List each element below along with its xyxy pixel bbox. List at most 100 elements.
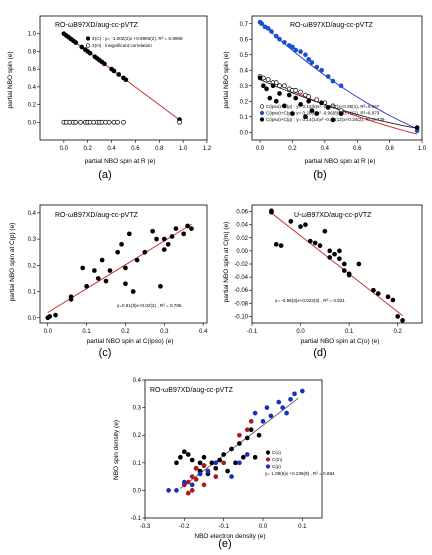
data-point (395, 314, 401, 319)
y-tick-label: 0.8 (28, 49, 37, 55)
data-point (270, 83, 276, 89)
x-axis-label: partial NBO spin at R (e) (305, 158, 376, 165)
data-point (229, 446, 234, 452)
x-tick-label: 1.0 (418, 146, 427, 152)
data-point (161, 236, 167, 242)
data-point (185, 452, 191, 457)
data-point (260, 83, 266, 89)
data-point (73, 40, 79, 45)
y-tick-label: 0.6 (28, 67, 37, 73)
data-point (309, 108, 315, 113)
data-point (290, 111, 295, 117)
data-point (282, 39, 287, 45)
data-point (79, 44, 85, 50)
data-point (332, 251, 337, 257)
y-tick-label: 0.5 (240, 53, 249, 59)
data-point (306, 94, 312, 99)
data-point (84, 283, 89, 289)
y-axis-label: partial NBO spin at C(m) (e) (223, 222, 230, 303)
y-tick-label: 0.0 (28, 120, 37, 126)
data-point (278, 243, 284, 248)
y-tick-label: 0.0 (28, 316, 37, 322)
data-point (284, 410, 289, 416)
data-point (197, 471, 203, 477)
data-point (338, 83, 344, 89)
x-tick-label: 0.1 (298, 524, 307, 530)
data-point (177, 119, 182, 125)
data-point (201, 454, 207, 460)
y-tick-label: 0.02 (236, 236, 248, 242)
data-point (244, 435, 250, 441)
data-point (173, 226, 179, 231)
x-axis-label: partial NBO spin at C(o) (e) (301, 338, 380, 345)
data-point (123, 77, 129, 83)
data-point (303, 52, 308, 58)
data-point (346, 272, 352, 278)
plot-area (257, 19, 420, 135)
data-point (181, 479, 187, 485)
data-point (103, 278, 109, 284)
legend-entry: Σ(C) : y= -1.002(2)x +0.9993(2), R² = 0.… (92, 36, 183, 41)
data-point (317, 243, 323, 248)
data-point (185, 223, 190, 229)
panel-title: RO-ωB97XD/aug-cc-pVTZ (55, 212, 139, 219)
x-tick-label: 1.0 (179, 146, 188, 152)
data-point (307, 238, 313, 244)
data-point (298, 89, 303, 95)
y-tick-label: 0.0 (133, 488, 142, 494)
fit-line (271, 212, 403, 317)
fit-curve (259, 76, 418, 135)
legend-marker (259, 110, 265, 116)
data-point (158, 283, 163, 289)
y-tick-label: 0.3 (133, 406, 142, 412)
data-point (330, 117, 336, 123)
y-tick-label: 0.4 (28, 85, 37, 91)
data-point (277, 91, 282, 96)
panel-label: (c) (99, 347, 112, 359)
legend-entry: C(ipso)+C(p) : y= 0.12(6)x² -0.50(7)x+0.… (266, 104, 380, 109)
data-point (102, 61, 107, 67)
y-tick-label: -0.06 (234, 288, 248, 294)
plot-area (166, 388, 305, 496)
data-point (257, 75, 263, 81)
plot-frame (39, 15, 208, 141)
data-point (293, 88, 299, 93)
data-point (233, 460, 238, 466)
data-point (123, 281, 128, 287)
data-point (119, 241, 124, 247)
data-point (87, 50, 93, 56)
data-point (130, 289, 136, 294)
y-tick-label: 0.2 (28, 103, 37, 109)
panel-c: 0.0 0.1 0.2 0.3 0.4 0.0 0.1 0.2 0.3 0.4 RO-ωB97XD/… (9, 204, 208, 359)
data-point (121, 119, 126, 125)
data-point (290, 44, 295, 50)
legend-entry: Σ(H) : insignificant correlation (92, 43, 152, 48)
data-point (277, 36, 282, 42)
x-tick-label: -0.1 (247, 329, 258, 335)
data-point (252, 454, 258, 460)
plot-area (61, 31, 182, 125)
data-point (115, 119, 120, 125)
legend-marker (265, 450, 271, 455)
legend-entry: C(m) (272, 457, 283, 462)
data-point (252, 410, 258, 416)
data-point (213, 474, 219, 479)
data-point (217, 457, 223, 463)
x-tick-label: 0.4 (199, 329, 208, 335)
y-tick-label: -0.04 (234, 275, 248, 281)
data-point (276, 399, 282, 405)
data-point (273, 33, 279, 39)
data-point (225, 468, 230, 474)
y-axis-label: partial NBO spin (e) (223, 51, 230, 108)
data-point (314, 111, 320, 117)
data-point (154, 236, 159, 242)
data-point (267, 95, 273, 101)
x-axis-label: NBO electron density (e) (194, 533, 265, 540)
data-point (197, 460, 203, 466)
data-point (325, 105, 331, 110)
data-point (185, 479, 191, 485)
data-point (189, 488, 195, 493)
legend-marker (265, 457, 271, 462)
y-tick-label: 0.4 (133, 378, 142, 384)
